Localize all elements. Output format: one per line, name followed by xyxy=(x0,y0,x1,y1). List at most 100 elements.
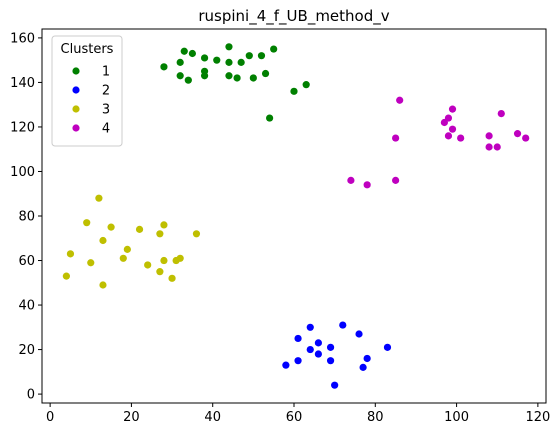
point-cluster-4-15 xyxy=(513,130,522,138)
y-tick-label-160: 160 xyxy=(10,31,35,46)
point-cluster-3-13 xyxy=(156,230,164,238)
point-cluster-3-3 xyxy=(87,259,95,267)
point-cluster-4-12 xyxy=(485,132,493,140)
x-tick-label-20: 20 xyxy=(123,410,140,425)
point-cluster-3-7 xyxy=(107,223,115,231)
point-cluster-1-19 xyxy=(270,45,278,53)
point-cluster-2-1 xyxy=(294,334,302,343)
point-cluster-1-10 xyxy=(225,43,233,51)
point-cluster-4-10 xyxy=(457,134,465,142)
point-cluster-1-21 xyxy=(290,87,298,95)
x-tick-label-40: 40 xyxy=(204,410,221,425)
point-cluster-1-0 xyxy=(160,63,168,71)
point-cluster-3-2 xyxy=(83,219,91,227)
point-cluster-1-5 xyxy=(188,49,196,58)
point-cluster-1-15 xyxy=(245,52,253,60)
point-cluster-1-2 xyxy=(176,72,184,80)
point-cluster-3-15 xyxy=(160,221,168,229)
y-tick-label-20: 20 xyxy=(18,343,35,358)
ticks-layer: 0 20 40 60 80 100 120 0 20 40 60 80 100 120 140 160 xyxy=(10,31,550,425)
y-tick-label-40: 40 xyxy=(18,299,35,314)
y-tick-label-60: 60 xyxy=(18,254,35,269)
point-cluster-2-5 xyxy=(314,339,322,347)
point-cluster-1-1 xyxy=(176,58,184,66)
y-tick-label-120: 120 xyxy=(10,120,35,135)
legend-items: 1 2 3 4 xyxy=(72,65,110,137)
point-cluster-1-17 xyxy=(257,52,266,60)
point-cluster-2-7 xyxy=(326,343,335,351)
point-cluster-4-1 xyxy=(363,181,371,189)
point-cluster-2-8 xyxy=(326,357,335,365)
legend-label-2: 2 xyxy=(102,84,110,99)
point-cluster-3-16 xyxy=(168,274,176,282)
point-cluster-1-18 xyxy=(261,69,270,78)
point-cluster-1-6 xyxy=(200,54,209,62)
x-tick-label-100: 100 xyxy=(444,410,469,425)
y-tick-label-0: 0 xyxy=(27,388,35,403)
legend-label-3: 3 xyxy=(102,103,110,118)
point-cluster-3-9 xyxy=(123,245,131,253)
legend-marker-1 xyxy=(72,67,80,75)
legend: Clusters 1 2 3 4 xyxy=(51,35,123,147)
x-tick-label-80: 80 xyxy=(367,410,384,425)
point-cluster-1-16 xyxy=(249,74,257,82)
point-cluster-2-10 xyxy=(339,321,347,329)
point-cluster-3-14 xyxy=(160,256,168,265)
legend-title: Clusters xyxy=(61,42,114,57)
point-cluster-3-18 xyxy=(176,254,184,262)
legend-label-4: 4 xyxy=(102,122,110,137)
point-cluster-3-5 xyxy=(99,236,107,245)
point-cluster-2-6 xyxy=(314,350,322,358)
point-cluster-2-3 xyxy=(306,323,314,331)
point-cluster-4-11 xyxy=(485,143,493,151)
point-cluster-1-4 xyxy=(184,76,192,84)
point-cluster-4-3 xyxy=(392,134,400,142)
point-cluster-1-20 xyxy=(266,114,274,122)
point-cluster-3-1 xyxy=(66,250,75,258)
points-layer xyxy=(62,43,530,389)
y-tick-label-100: 100 xyxy=(10,165,35,180)
point-cluster-1-3 xyxy=(180,47,188,55)
point-cluster-3-19 xyxy=(192,230,201,238)
point-cluster-1-22 xyxy=(302,81,310,89)
legend-label-1: 1 xyxy=(102,65,110,80)
point-cluster-3-12 xyxy=(156,268,164,276)
chart-title: ruspini_4_f_UB_method_v xyxy=(198,7,389,26)
y-tick-label-80: 80 xyxy=(18,210,35,225)
point-cluster-2-12 xyxy=(359,363,367,371)
point-cluster-2-14 xyxy=(383,343,392,351)
x-tick-label-60: 60 xyxy=(286,410,303,425)
point-cluster-4-6 xyxy=(444,132,453,140)
point-cluster-1-14 xyxy=(237,58,245,66)
legend-box xyxy=(51,35,123,147)
x-tick-label-120: 120 xyxy=(525,410,550,425)
point-cluster-3-4 xyxy=(95,194,103,202)
point-cluster-2-13 xyxy=(363,354,371,363)
point-cluster-4-2 xyxy=(392,176,400,184)
point-cluster-1-12 xyxy=(225,58,233,66)
point-cluster-1-8 xyxy=(200,72,209,80)
point-cluster-4-8 xyxy=(448,125,457,133)
plot-frame xyxy=(41,28,547,404)
point-cluster-3-6 xyxy=(99,281,107,289)
point-cluster-4-13 xyxy=(493,143,501,151)
point-cluster-3-8 xyxy=(119,254,127,262)
point-cluster-1-13 xyxy=(233,74,241,82)
point-cluster-1-11 xyxy=(225,72,233,80)
point-cluster-4-7 xyxy=(444,114,453,122)
point-cluster-3-0 xyxy=(62,272,70,280)
point-cluster-4-4 xyxy=(396,96,404,104)
point-cluster-2-0 xyxy=(282,361,290,369)
legend-marker-3 xyxy=(72,105,80,113)
x-tick-label-0: 0 xyxy=(46,410,54,425)
point-cluster-3-10 xyxy=(135,225,144,233)
point-cluster-1-9 xyxy=(213,56,221,64)
legend-marker-2 xyxy=(72,86,80,94)
point-cluster-3-11 xyxy=(144,261,152,269)
point-cluster-4-0 xyxy=(347,176,355,184)
y-tick-label-140: 140 xyxy=(10,76,35,91)
point-cluster-4-9 xyxy=(448,105,457,113)
point-cluster-2-4 xyxy=(306,345,314,354)
